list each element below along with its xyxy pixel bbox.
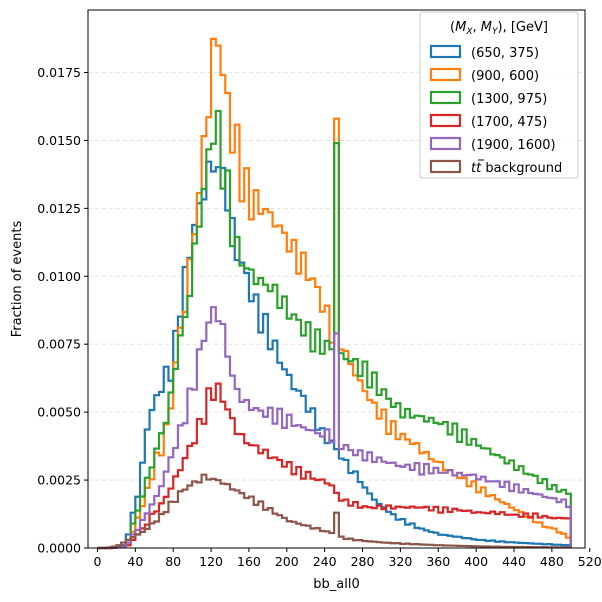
x-tick-label: 40 bbox=[127, 554, 143, 569]
x-tick-label: 480 bbox=[540, 554, 564, 569]
plot-frame bbox=[87, 9, 586, 549]
x-tick-label: 240 bbox=[313, 554, 337, 569]
x-tick-label: 520 bbox=[578, 554, 602, 569]
legend-label: (1900, 1600) bbox=[471, 138, 556, 153]
legend-label: (1700, 475) bbox=[471, 115, 547, 130]
legend-swatch bbox=[429, 90, 462, 105]
y-tick-label: 0.0000 bbox=[37, 541, 81, 556]
y-tick-label: 0.0150 bbox=[37, 133, 81, 148]
x-axis-ticks: 0 40 80 120 160 200 240 280 320 360 400 440 480 520 bbox=[93, 548, 602, 569]
series-step-line bbox=[97, 382, 572, 550]
x-tick-label: 120 bbox=[199, 554, 223, 569]
y-tick-label: 0.0075 bbox=[37, 337, 81, 352]
y-axis-label: Fraction of events bbox=[10, 221, 25, 338]
x-tick-label: 320 bbox=[388, 554, 412, 569]
y-tick-label: 0.0100 bbox=[37, 269, 81, 284]
series-step-line bbox=[97, 473, 572, 550]
series-layer bbox=[97, 37, 572, 550]
legend-label: (1300, 975) bbox=[471, 92, 547, 107]
x-axis-label: bb_all0 bbox=[313, 577, 359, 592]
x-tick-label: 280 bbox=[351, 554, 375, 569]
y-tick-label: 0.0050 bbox=[37, 405, 81, 420]
y-tick-label: 0.0025 bbox=[37, 473, 81, 488]
y-axis-ticks: 0.0000 0.0025 0.0050 0.0075 0.0100 0.0125 0.01… bbox=[37, 65, 88, 556]
x-tick-label: 440 bbox=[502, 554, 526, 569]
series-step-line bbox=[97, 109, 572, 550]
legend-items: (650, 375) (900, 600) (1300, 975) (1700, 47… bbox=[429, 44, 562, 176]
legend: (MX, MY), [GeV] (650, 375) (900, 600) (130… bbox=[419, 11, 579, 179]
legend-label: tt background bbox=[471, 161, 562, 176]
y-tick-label: 0.0125 bbox=[37, 201, 81, 216]
legend-swatch bbox=[429, 44, 462, 59]
legend-swatch bbox=[429, 159, 462, 174]
x-tick-label: 80 bbox=[165, 554, 181, 569]
x-tick-label: 400 bbox=[464, 554, 488, 569]
legend-swatch bbox=[429, 67, 462, 82]
legend-swatch bbox=[429, 136, 462, 151]
legend-label: (650, 375) bbox=[471, 46, 539, 61]
series-step-line bbox=[97, 306, 572, 550]
x-tick-label: 160 bbox=[237, 554, 261, 569]
legend-label: (900, 600) bbox=[471, 69, 539, 84]
legend-title: (MX, MY), [GeV] bbox=[450, 20, 548, 37]
y-tick-label: 0.0175 bbox=[37, 65, 81, 80]
x-tick-label: 200 bbox=[275, 554, 299, 569]
x-tick-label: 0 bbox=[93, 554, 101, 569]
x-tick-label: 360 bbox=[426, 554, 450, 569]
legend-swatch bbox=[429, 113, 462, 128]
